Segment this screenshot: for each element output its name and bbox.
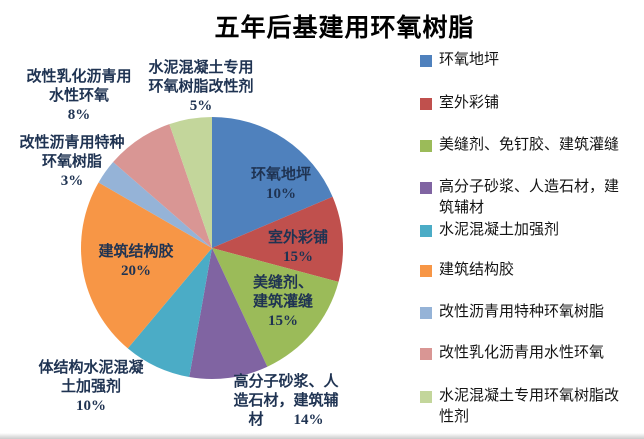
legend-label: 高分子砂浆、人造石材，建筑辅材 <box>439 179 620 216</box>
pie-slice-6 <box>80 182 213 349</box>
slice-label-line: 8% <box>67 107 91 123</box>
legend-label: 美缝剂、免钉胶、建筑灌缝 <box>439 137 620 153</box>
slice-label-line: 土加强剂 <box>60 379 121 395</box>
legend-label: 环氧地坪 <box>439 52 500 68</box>
slice-label-line: 造石材，建筑辅 <box>233 393 339 409</box>
legend-swatch <box>420 307 432 319</box>
legend-item-6: 建筑结构胶 <box>420 260 632 281</box>
slice-label-line: 水性环氧 <box>48 88 109 104</box>
legend-label: 水泥混凝土专用环氧树脂改性剂 <box>439 388 620 425</box>
slice-label-line: 改性乳化沥青用 <box>26 69 132 85</box>
slice-label-line: 15% <box>283 249 313 265</box>
slice-label-line: 体结构水泥混凝 <box>38 360 144 376</box>
slice-label-line: 环氧树脂 <box>41 154 102 170</box>
legend-item-1: 环氧地坪 <box>420 50 632 71</box>
slice-label-4: 高分子砂浆、人 造石材，建筑辅材 14% <box>191 373 381 430</box>
pie-slice-3 <box>212 248 339 367</box>
legend-label: 水泥混凝土加强剂 <box>439 222 560 238</box>
slice-label-line: 15% <box>268 313 298 329</box>
slice-label-6: 建筑结构胶 20% <box>41 243 231 281</box>
slice-label-line: 建筑灌缝 <box>252 294 313 310</box>
pie-slice-9 <box>169 117 212 248</box>
legend-swatch <box>420 391 432 403</box>
slice-label-line: 美缝剂、 <box>252 275 313 291</box>
legend-item-5: 水泥混凝土加强剂 <box>420 220 632 241</box>
legend-swatch <box>420 55 432 67</box>
legend-swatch <box>420 225 432 237</box>
pie-slice-4 <box>189 248 268 380</box>
slice-label-9: 水泥混凝土专用 环氧树脂改性剂 5% <box>106 59 296 116</box>
legend-swatch <box>420 98 432 110</box>
slice-label-line: 高分子砂浆、人 <box>233 374 339 390</box>
slice-label-1: 环氧地坪 10% <box>186 166 376 204</box>
slice-label-line: 室外彩铺 <box>267 230 328 246</box>
pie-slice-5 <box>127 248 212 378</box>
slice-label-line: 水泥混凝土专用 <box>148 60 254 76</box>
legend-label: 改性乳化沥青用水性环氧 <box>439 345 605 361</box>
legend-swatch <box>420 348 432 360</box>
legend-label: 建筑结构胶 <box>439 262 515 278</box>
slice-label-5: 体结构水泥混凝 土加强剂 10% <box>0 359 186 416</box>
bottom-edge-shadow <box>0 433 644 439</box>
legend-swatch <box>420 265 432 277</box>
slice-label-line: 10% <box>76 398 106 414</box>
slice-label-line: 环氧地坪 <box>250 167 311 183</box>
legend-item-7: 改性沥青用特种环氧树脂 <box>420 302 632 323</box>
slice-label-line: 建筑结构胶 <box>98 244 174 260</box>
legend-label: 改性沥青用特种环氧树脂 <box>439 304 605 320</box>
pie-slice-7 <box>98 162 212 248</box>
legend-item-3: 美缝剂、免钉胶、建筑灌缝 <box>420 135 632 156</box>
slice-label-3: 美缝剂、建筑灌缝 15% <box>188 274 378 331</box>
legend-label: 室外彩铺 <box>439 95 500 111</box>
slice-label-7: 改性沥青用特种 环氧树脂 3% <box>0 134 167 191</box>
legend-item-9: 水泥混凝土专用环氧树脂改性剂 <box>420 386 632 428</box>
slice-label-line: 环氧树脂改性剂 <box>148 79 254 95</box>
pie-slice-8 <box>113 124 212 248</box>
slice-label-line: 20% <box>121 263 151 279</box>
legend-item-4: 高分子砂浆、人造石材，建筑辅材 <box>420 177 632 219</box>
legend-item-2: 室外彩铺 <box>420 93 632 114</box>
legend-item-8: 改性乳化沥青用水性环氧 <box>420 343 632 364</box>
legend-swatch <box>420 140 432 152</box>
slice-label-line: 5% <box>189 98 213 114</box>
pie-slice-2 <box>212 196 344 282</box>
slice-label-8: 改性乳化沥青用 水性环氧 8% <box>0 68 174 125</box>
slice-label-line: 材 14% <box>248 412 324 428</box>
slice-label-line: 3% <box>60 173 84 189</box>
pie-slice-1 <box>212 116 333 248</box>
slice-label-2: 室外彩铺 15% <box>203 229 393 267</box>
slice-label-line: 改性沥青用特种 <box>19 135 125 151</box>
legend-swatch <box>420 182 432 194</box>
slice-label-line: 10% <box>266 186 296 202</box>
chart-title: 五年后基建用环氧树脂 <box>214 15 475 42</box>
